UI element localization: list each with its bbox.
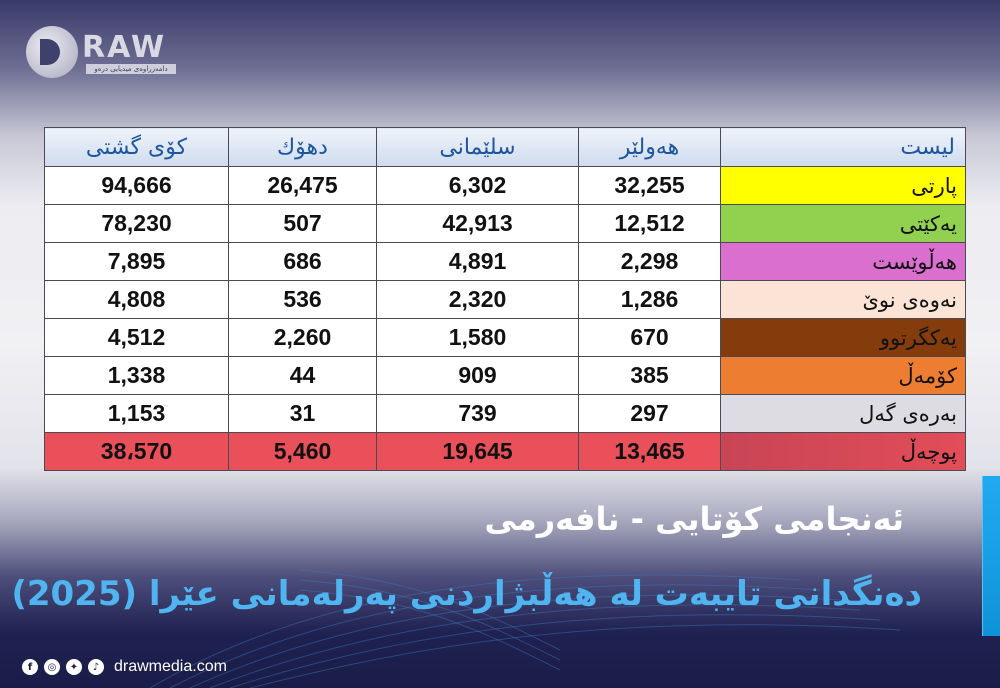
table-row: 1,338 44 909 385 کۆمەڵ [44, 356, 966, 395]
cell-duhok: 536 [228, 280, 377, 319]
header-duhok: دهۆك [228, 127, 377, 167]
cell-erbil: 385 [578, 356, 721, 395]
cell-sulaimani: 1,580 [376, 318, 579, 357]
cell-erbil: 12,512 [578, 204, 721, 243]
results-table: کۆی گشتی دهۆك سلێمانی هەولێر لیست 94,666… [44, 127, 966, 471]
table-row: 1,153 31 739 297 بەرەی گەل [44, 394, 966, 433]
cell-sulaimani: 4,891 [376, 242, 579, 281]
cell-party: هەڵوێست [720, 242, 966, 281]
table-header-row: کۆی گشتی دهۆك سلێمانی هەولێر لیست [44, 127, 966, 167]
header-erbil: هەولێر [578, 127, 721, 167]
draw-logo: RAW دامەزراوەی میدیایی درەو [26, 26, 176, 82]
cell-total: 38،570 [44, 432, 229, 471]
cell-duhok: 26,475 [228, 166, 377, 205]
cell-duhok: 686 [228, 242, 377, 281]
cell-total: 1,153 [44, 394, 229, 433]
cell-duhok: 44 [228, 356, 377, 395]
cell-party: کۆمەڵ [720, 356, 966, 395]
header-total: کۆی گشتی [44, 127, 229, 167]
cell-erbil: 297 [578, 394, 721, 433]
cell-total: 7,895 [44, 242, 229, 281]
cell-party: پوچەڵ [720, 432, 966, 471]
page-title: دەنگدانی تایبەت لە هەڵبژاردنی پەرلەمانی … [11, 574, 922, 614]
cell-sulaimani: 739 [376, 394, 579, 433]
footer: f ◎ ✦ ♪ drawmedia.com [22, 658, 227, 676]
cell-party: یەکێتی [720, 204, 966, 243]
cell-sulaimani: 42,913 [376, 204, 579, 243]
cell-total: 78,230 [44, 204, 229, 243]
logo-wordmark: RAW [82, 30, 167, 65]
facebook-icon[interactable]: f [22, 659, 38, 675]
table-row: 94,666 26,475 6,302 32,255 پارتی [44, 166, 966, 205]
decorative-waves [149, 569, 901, 688]
table-row: 4,512 2,260 1,580 670 یەکگرتوو [44, 318, 966, 357]
cell-total: 1,338 [44, 356, 229, 395]
cell-party: پارتی [720, 166, 966, 205]
cell-party: نەوەی نوێ [720, 280, 966, 319]
cell-total: 4,808 [44, 280, 229, 319]
table-row: 7,895 686 4,891 2,298 هەڵوێست [44, 242, 966, 281]
table-row: 78,230 507 42,913 12,512 یەکێتی [44, 204, 966, 243]
cell-sulaimani: 909 [376, 356, 579, 395]
cell-erbil: 670 [578, 318, 721, 357]
website-link[interactable]: drawmedia.com [114, 658, 227, 675]
table-row: 38،570 5,460 19,645 13,465 پوچەڵ [44, 432, 966, 471]
cell-duhok: 5,460 [228, 432, 377, 471]
logo-d-icon [26, 26, 78, 78]
cell-total: 4,512 [44, 318, 229, 357]
cell-party: بەرەی گەل [720, 394, 966, 433]
cell-sulaimani: 6,302 [376, 166, 579, 205]
twitter-icon[interactable]: ✦ [66, 659, 82, 675]
cell-erbil: 32,255 [578, 166, 721, 205]
cell-erbil: 2,298 [578, 242, 721, 281]
table-row: 4,808 536 2,320 1,286 نەوەی نوێ [44, 280, 966, 319]
cell-duhok: 31 [228, 394, 377, 433]
cell-duhok: 2,260 [228, 318, 377, 357]
cell-sulaimani: 2,320 [376, 280, 579, 319]
cell-erbil: 1,286 [578, 280, 721, 319]
tiktok-icon[interactable]: ♪ [88, 659, 104, 675]
header-list: لیست [720, 127, 966, 167]
instagram-icon[interactable]: ◎ [44, 659, 60, 675]
subtitle: ئەنجامی کۆتایی - نافەرمی [484, 500, 905, 538]
cell-party: یەکگرتوو [720, 318, 966, 357]
cell-sulaimani: 19,645 [376, 432, 579, 471]
cell-total: 94,666 [44, 166, 229, 205]
accent-bar [982, 476, 1000, 636]
logo-tagline: دامەزراوەی میدیایی درەو [86, 64, 176, 74]
cell-erbil: 13,465 [578, 432, 721, 471]
cell-duhok: 507 [228, 204, 377, 243]
header-sulaimani: سلێمانی [376, 127, 579, 167]
